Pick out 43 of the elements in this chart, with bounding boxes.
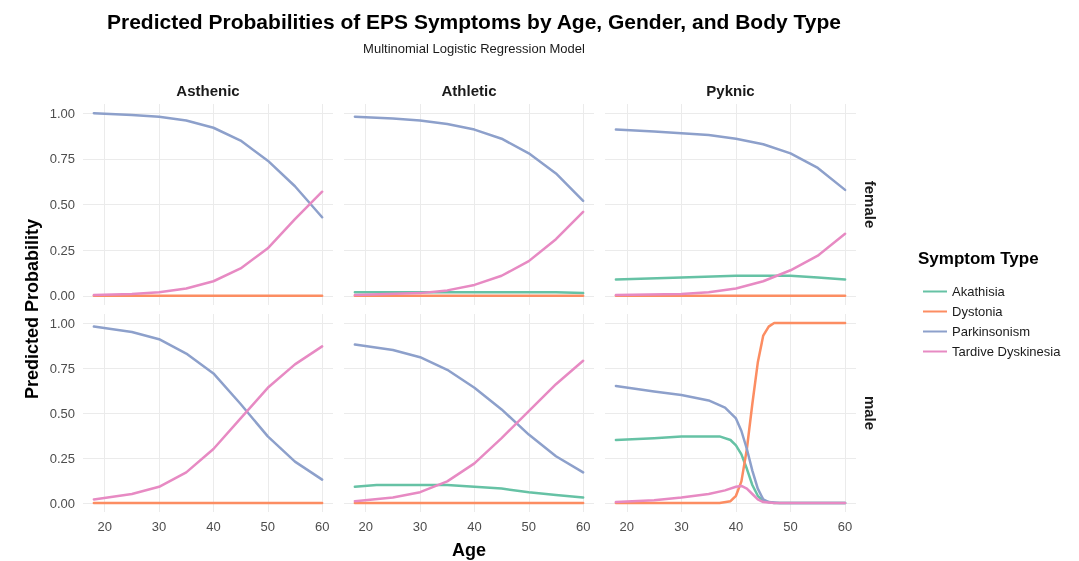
x-tick-label: 30 xyxy=(412,519,428,534)
x-tick-label: 50 xyxy=(260,519,276,534)
legend-label: Akathisia xyxy=(952,284,1006,299)
x-tick-label: 60 xyxy=(575,519,591,534)
y-tick-label: 1.00 xyxy=(49,315,75,331)
line-series xyxy=(92,111,324,219)
y-tick-label: 0.25 xyxy=(49,242,75,258)
legend-label: Parkinsonism xyxy=(952,324,1031,339)
legend-label: Dystonia xyxy=(952,304,1004,319)
y-tick-label: 0.75 xyxy=(49,360,75,376)
x-tick-label: 20 xyxy=(619,519,635,534)
x-tick-label: 60 xyxy=(314,519,330,534)
y-axis-title: Predicted Probability xyxy=(22,218,42,400)
line-series xyxy=(92,325,324,481)
text: Athletic xyxy=(441,81,497,99)
x-tick-label: 40 xyxy=(206,519,221,534)
y-tick-label: 0.50 xyxy=(49,405,75,421)
y-tick-label: 0.00 xyxy=(49,495,75,511)
y-tick-label: 0.00 xyxy=(49,288,75,304)
legend-label: Tardive Dyskinesia xyxy=(952,344,1062,359)
y-tick-label: 0.50 xyxy=(49,197,75,212)
x-tick-label: 20 xyxy=(358,519,373,534)
y-tick-label: 1.00 xyxy=(49,105,75,121)
line-series xyxy=(92,190,324,297)
x-tick-label: 30 xyxy=(151,519,167,534)
chart-title: Predicted Probabilities of EPS Symptoms by Age, Gender, and Body Type xyxy=(107,10,841,33)
x-tick-label: 30 xyxy=(674,519,689,534)
text: female xyxy=(861,180,879,229)
x-tick-label: 20 xyxy=(97,519,112,534)
x-tick-label: 60 xyxy=(837,519,853,534)
x-tick-label: 50 xyxy=(521,519,537,534)
x-tick-label: 50 xyxy=(783,519,798,534)
text: male xyxy=(861,395,879,431)
line-series xyxy=(92,345,324,501)
x-tick-label: 40 xyxy=(467,519,482,534)
legend-title: Symptom Type xyxy=(918,248,1039,268)
y-tick-label: 0.25 xyxy=(49,450,75,466)
text: Asthenic xyxy=(176,81,240,99)
chart-subtitle: Multinomial Logistic Regression Model xyxy=(363,41,586,56)
x-tick-label: 40 xyxy=(728,519,744,534)
x-axis-title: Age xyxy=(451,540,487,560)
y-tick-label: 0.75 xyxy=(49,151,75,167)
text: Pyknic xyxy=(706,81,755,99)
